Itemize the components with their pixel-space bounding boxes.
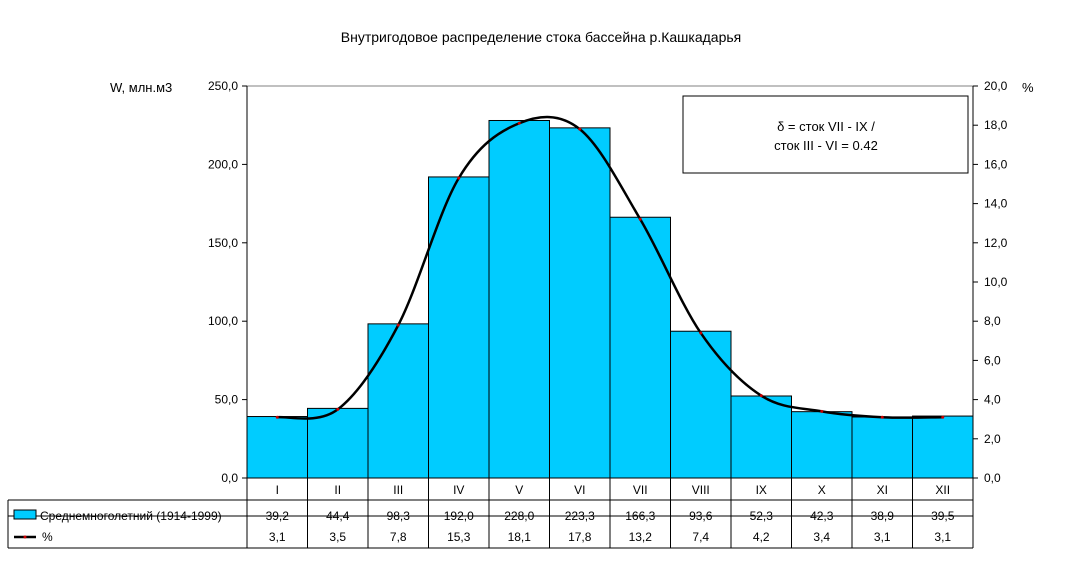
bar: [488, 119, 550, 479]
x-tick-label: VI: [574, 483, 585, 497]
legend-swatch-marker: [23, 535, 27, 539]
table-cell-value: 192,0: [444, 509, 474, 523]
table-cell-percent: 3,1: [874, 530, 891, 544]
y-axis-label: W, млн.м3: [110, 80, 172, 95]
table-cell-percent: 17,8: [568, 530, 592, 544]
y2-tick-label: 6,0: [984, 353, 1001, 367]
chart-title: Внутригодовое распределение стока бассей…: [341, 29, 741, 45]
y2-tick-label: 16,0: [984, 157, 1008, 171]
line-series: [275, 115, 945, 420]
table-cell-percent: 7,8: [390, 530, 407, 544]
bar: [367, 323, 429, 479]
y2-tick-label: 2,0: [984, 432, 1001, 446]
legend-label-line: %: [42, 530, 53, 544]
y2-tick-label: 14,0: [984, 197, 1008, 211]
bar: [307, 407, 369, 479]
line-point: [578, 127, 582, 131]
table-cell-value: 228,0: [504, 509, 534, 523]
table-cell-value: 166,3: [625, 509, 655, 523]
table-cell-percent: 3,1: [269, 530, 286, 544]
bar: [730, 395, 792, 479]
x-tick-label: V: [515, 483, 523, 497]
x-tick-label: IV: [453, 483, 464, 497]
y2-tick-label: 20,0: [984, 79, 1008, 93]
bar: [912, 415, 974, 479]
table-cell-percent: 3,5: [329, 530, 346, 544]
y-tick-label: 200,0: [208, 157, 238, 171]
y2-tick-label: 0,0: [984, 471, 1001, 485]
y2-tick-label: 12,0: [984, 236, 1008, 250]
bar: [549, 127, 611, 479]
y2-tick-label: 10,0: [984, 275, 1008, 289]
y-tick-label: 100,0: [208, 314, 238, 328]
annotation-box: δ = сток VII - IX / сток III - VI = 0.42: [682, 95, 969, 174]
y-tick-label: 0,0: [221, 471, 238, 485]
line-point: [336, 407, 340, 411]
line-point: [759, 394, 763, 398]
line-point: [517, 121, 521, 125]
y-tick-label: 150,0: [208, 236, 238, 250]
annotation-line-2: сток III - VI = 0.42: [774, 138, 878, 153]
y2-axis: 0,0 2,0 4,0 6,0 8,0 10,0 12,0 14,0 16,0 18,0 20,0: [972, 79, 1008, 485]
y2-tick-label: 18,0: [984, 118, 1008, 132]
bar-series: [246, 119, 974, 479]
line-point: [396, 323, 400, 327]
x-tick-label: II: [334, 483, 341, 497]
x-tick-label: X: [818, 483, 826, 497]
table-cell-value: 39,5: [931, 509, 955, 523]
table-cell-value: 98,3: [387, 509, 411, 523]
x-tick-label: VII: [633, 483, 648, 497]
legend-label-bars: Среднемноголетний (1914-1999): [40, 509, 222, 523]
x-tick-label: XII: [935, 483, 950, 497]
y2-tick-label: 4,0: [984, 393, 1001, 407]
table-cell-percent: 4,2: [753, 530, 770, 544]
line-point: [820, 409, 824, 413]
line-point: [699, 331, 703, 335]
table-cell-value: 93,6: [689, 509, 713, 523]
table-cell-percent: 3,4: [813, 530, 830, 544]
y-tick-label: 250,0: [208, 79, 238, 93]
line-point: [638, 217, 642, 221]
x-tick-label: IX: [756, 483, 767, 497]
x-tick-label: I: [276, 483, 279, 497]
table-cell-percent: 7,4: [692, 530, 709, 544]
bar: [670, 330, 732, 479]
annotation-line-1: δ = сток VII - IX /: [777, 119, 875, 134]
bar: [428, 176, 490, 479]
bar: [791, 411, 853, 479]
line-series-path: [277, 115, 943, 420]
table-cell-percent: 3,1: [934, 530, 951, 544]
legend-swatch-bars: [13, 509, 37, 520]
bar: [246, 416, 308, 479]
x-tick-label: XI: [877, 483, 888, 497]
y-axis: 0,0 50,0 100,0 150,0 200,0 250,0: [208, 79, 248, 485]
x-tick-label: VIII: [692, 483, 710, 497]
x-tick-label: III: [393, 483, 403, 497]
table-cell-value: 223,3: [565, 509, 595, 523]
table-cell-value: 42,3: [810, 509, 834, 523]
data-table: I II III IV V VI VII VIII IX X XI XIIСреднемноголет…: [7, 477, 974, 549]
table-cell-percent: 15,3: [447, 530, 471, 544]
line-point: [457, 176, 461, 180]
table-cell-value: 39,2: [266, 509, 290, 523]
table-cell-value: 38,9: [871, 509, 895, 523]
line-point: [941, 415, 945, 419]
line-point: [275, 415, 279, 419]
table-cell-value: 52,3: [750, 509, 774, 523]
y2-axis-label: %: [1022, 80, 1034, 95]
y-tick-label: 50,0: [215, 393, 239, 407]
y2-tick-label: 8,0: [984, 314, 1001, 328]
line-point: [880, 415, 884, 419]
table-cell-percent: 13,2: [629, 530, 653, 544]
table-cell-value: 44,4: [326, 509, 350, 523]
bar: [609, 216, 671, 479]
table-cell-percent: 18,1: [508, 530, 532, 544]
bar: [851, 416, 913, 479]
